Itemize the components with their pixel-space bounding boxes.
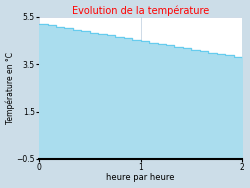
Title: Evolution de la température: Evolution de la température [72,6,209,16]
X-axis label: heure par heure: heure par heure [106,174,175,182]
Y-axis label: Température en °C: Température en °C [6,52,15,124]
